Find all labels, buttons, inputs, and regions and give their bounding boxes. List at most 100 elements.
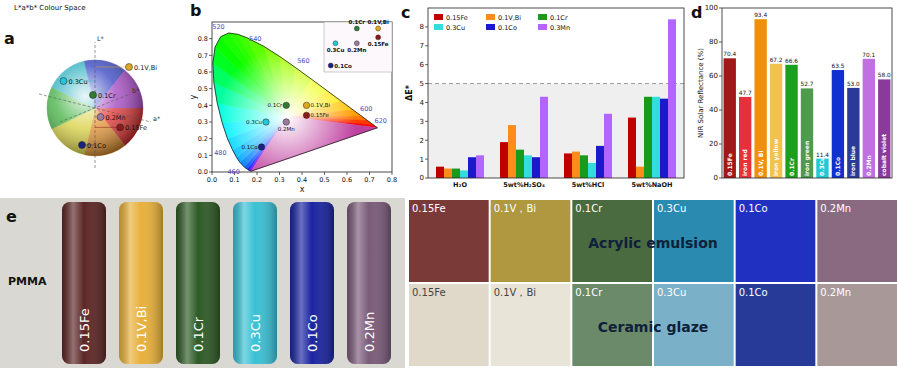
tube-label: 0.1Co: [305, 314, 320, 352]
axis-line: [39, 94, 151, 122]
x-tick-label: 5wt%HCl: [572, 181, 605, 189]
category-label: 0.1Co: [834, 157, 841, 176]
legend-swatch: [434, 14, 443, 20]
x-tick-label: 5wt%NaOH: [632, 181, 673, 189]
y-tick: [719, 110, 722, 111]
bar: [436, 167, 444, 178]
y-tick: [209, 88, 212, 89]
y-tick: [719, 42, 722, 43]
y-tick: [425, 140, 428, 141]
point: [263, 119, 269, 125]
bar: [801, 88, 813, 178]
legend-swatch: [486, 24, 495, 30]
wavelength-label: 540: [249, 35, 261, 43]
y-tick-label: 80: [709, 38, 718, 46]
tube-gloss: [233, 202, 277, 364]
tube-label: 0.3Cu: [248, 314, 263, 352]
panel-d: d0.15Fe70.4iron red47.70.1V, Bi93.4iron …: [691, 3, 892, 182]
inset-point: [328, 63, 333, 68]
x-tick: [257, 172, 258, 175]
y-tick-label: 0.7: [198, 52, 208, 60]
inset-frame: [324, 22, 392, 72]
wavelength-label: 460: [227, 168, 239, 176]
y-tick-label: 6: [420, 61, 425, 69]
inset-label: 0.1V,Bi: [367, 19, 389, 25]
guide-line: [95, 67, 129, 68]
tube-gloss: [176, 202, 220, 364]
y-axis-label: ΔE*: [405, 84, 414, 101]
title: L*a*b* Colour Space: [14, 4, 86, 12]
bar: [468, 157, 476, 178]
x-tick-label: H₂O: [453, 181, 467, 189]
category-label: 0.15Fe: [726, 153, 733, 176]
panel-label: e: [6, 207, 17, 226]
data-label: 53.0: [847, 81, 860, 87]
tile: [736, 200, 816, 282]
y-tick-label: 0.2: [198, 135, 208, 143]
tube: [290, 202, 334, 364]
x-tick-label: 0.2: [252, 176, 262, 184]
bar: [832, 70, 844, 178]
bar: [460, 170, 468, 178]
x-tick-label: 0.3: [274, 176, 284, 184]
tile-label: 0.1Co: [739, 203, 768, 214]
bar: [580, 155, 588, 178]
bar: [604, 114, 612, 178]
tile-label: 0.1V，Bi: [494, 287, 536, 298]
x-tick: [369, 172, 370, 175]
category-label: iron green: [803, 141, 811, 176]
y-tick: [719, 76, 722, 77]
y-tick: [425, 159, 428, 160]
row-label: Ceramic glaze: [598, 319, 709, 335]
wavelength-label: 520: [212, 23, 224, 31]
tube: [62, 202, 106, 364]
inset-label: 0.3Cu: [327, 47, 345, 53]
panel-a: L*a*b* Colour SpaceaL*a*b*0.15Fe0.1V,Bi0…: [4, 4, 161, 168]
x-tick: [212, 172, 213, 175]
tile: [491, 284, 571, 366]
bar: [500, 142, 508, 178]
inset-label: 0.1Cr: [349, 19, 366, 25]
tile: [409, 284, 489, 366]
point-label: 0.15Fe: [311, 112, 330, 118]
y-tick-label: 2: [420, 137, 424, 145]
wavelength-label: 480: [214, 149, 226, 157]
panel-c: c012345678H₂O5wt%H₂SO₄5wt%HCl5wt%NaOHΔE*…: [401, 3, 684, 189]
reference-band: [428, 84, 684, 178]
y-tick: [719, 178, 722, 179]
inset-label: 0.1Co: [334, 63, 352, 69]
point: [79, 142, 86, 149]
panel-label: c: [401, 3, 410, 22]
tile-label: 0.1Co: [739, 287, 768, 298]
x-tick-label: 0.5: [319, 176, 329, 184]
wavelength-label: 600: [360, 105, 372, 113]
inset-point: [376, 35, 381, 40]
y-tick: [209, 105, 212, 106]
legend-label: 0.1Cr: [550, 14, 568, 22]
legend-label: 0.1Co: [498, 24, 517, 32]
bar: [636, 167, 644, 178]
row-label: Acrylic emulsion: [588, 235, 718, 251]
point-label: 0.2Mn: [106, 114, 126, 122]
reference-line: [428, 83, 684, 84]
tube: [119, 202, 163, 364]
y-tick-label: 0.4: [198, 102, 208, 110]
x-tick: [324, 172, 325, 175]
y-tick-label: 0: [420, 174, 424, 182]
y-tick: [719, 8, 722, 9]
y-tick-label: 3: [420, 118, 424, 126]
x-tick-label: 0.8: [387, 176, 397, 184]
y-tick: [719, 144, 722, 145]
y-tick: [425, 102, 428, 103]
axis-label: a*: [153, 115, 161, 123]
y-tick: [209, 38, 212, 39]
tube-gloss: [119, 202, 163, 364]
panel-e: ePMMA0.15Fe0.1V,Bi0.1Cr0.3Cu0.1Co0.2Mn0.…: [0, 198, 897, 368]
tube: [176, 202, 220, 364]
data-label: 70.1: [862, 52, 875, 58]
x-tick-label: 5wt%H₂SO₄: [503, 181, 545, 189]
y-tick: [425, 64, 428, 65]
point-label: 0.1Cr: [98, 92, 116, 100]
x-tick-label: 0.7: [364, 176, 374, 184]
inset-point: [354, 26, 359, 31]
